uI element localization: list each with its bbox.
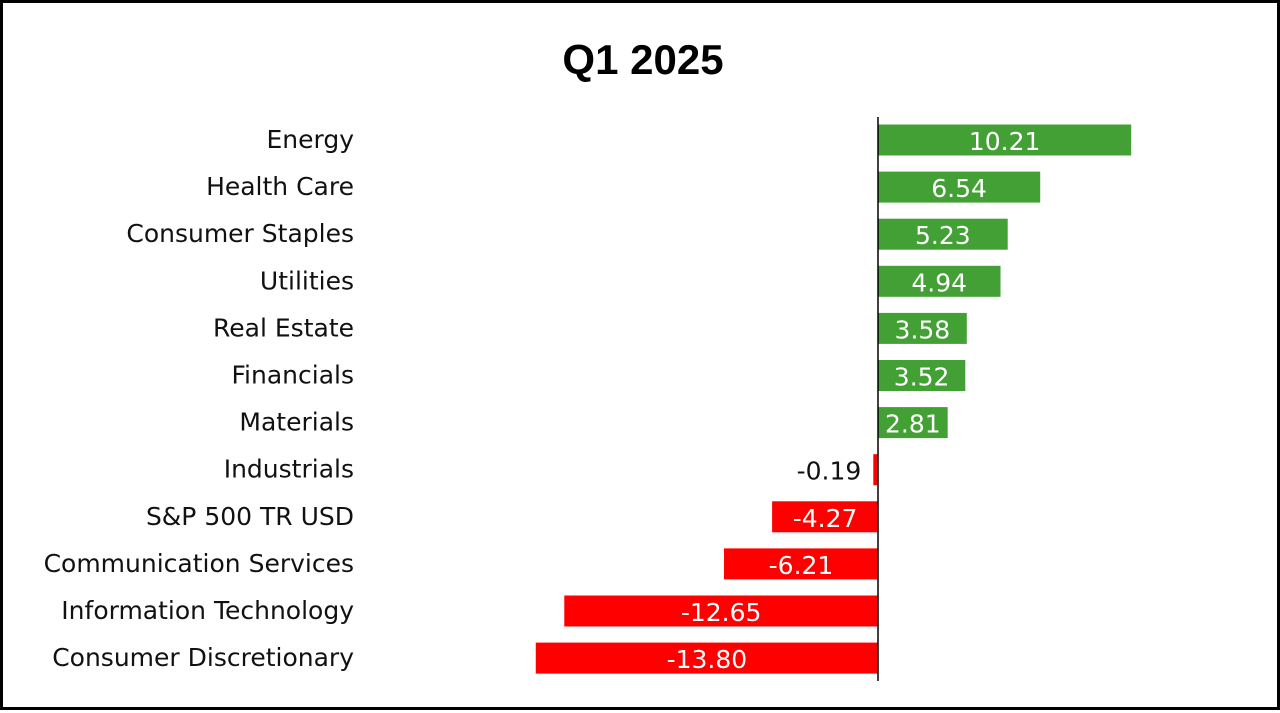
chart-title: Q1 2025 [562, 36, 723, 83]
value-label: -12.65 [681, 598, 762, 627]
category-label: Consumer Discretionary [52, 643, 354, 672]
value-label: 6.54 [931, 174, 987, 203]
bar [878, 407, 948, 439]
bar [878, 171, 1041, 203]
bar [878, 360, 966, 391]
value-label: 5.23 [915, 221, 971, 250]
value-label: 3.52 [894, 363, 950, 392]
category-label: S&P 500 TR USD [146, 502, 354, 531]
bar [878, 312, 967, 344]
category-label: Industrials [224, 455, 354, 484]
bar [878, 124, 1132, 156]
value-label: -4.27 [793, 504, 858, 533]
bar [772, 501, 878, 533]
value-label: 2.81 [885, 410, 941, 439]
category-label: Energy [266, 125, 354, 154]
bar [878, 265, 1001, 297]
value-label: 4.94 [911, 268, 967, 297]
bar [723, 548, 878, 580]
value-label: 10.21 [969, 127, 1041, 156]
bar [564, 595, 878, 627]
value-label: -6.21 [769, 551, 834, 580]
category-label: Health Care [206, 172, 354, 201]
bars-group: Energy 10.21 Health Care 6.54 Consumer Stapl… [44, 124, 1132, 674]
category-label: Consumer Staples [126, 219, 354, 248]
category-label: Communication Services [44, 549, 354, 578]
category-label: Utilities [260, 266, 354, 295]
bar [878, 218, 1008, 250]
category-label: Materials [239, 408, 354, 437]
category-label: Financials [232, 361, 355, 390]
sector-returns-bar-chart: Q1 2025 Energy 10.21 Health Care 6.54 Consum… [44, 36, 1132, 681]
value-label: 3.58 [895, 315, 951, 344]
value-label: -0.19 [797, 457, 862, 486]
category-label: Information Technology [61, 596, 354, 625]
category-label: Real Estate [213, 313, 354, 342]
bar [873, 454, 878, 486]
value-label: -13.80 [667, 645, 748, 674]
bar [535, 642, 878, 674]
